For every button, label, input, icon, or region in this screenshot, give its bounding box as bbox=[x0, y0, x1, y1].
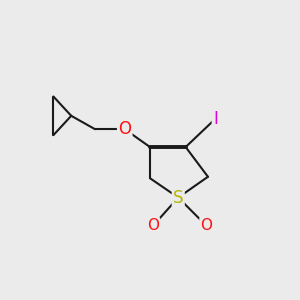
Text: O: O bbox=[200, 218, 212, 233]
Text: I: I bbox=[213, 110, 218, 128]
Text: O: O bbox=[147, 218, 159, 233]
Text: O: O bbox=[118, 120, 131, 138]
Text: S: S bbox=[173, 189, 184, 207]
